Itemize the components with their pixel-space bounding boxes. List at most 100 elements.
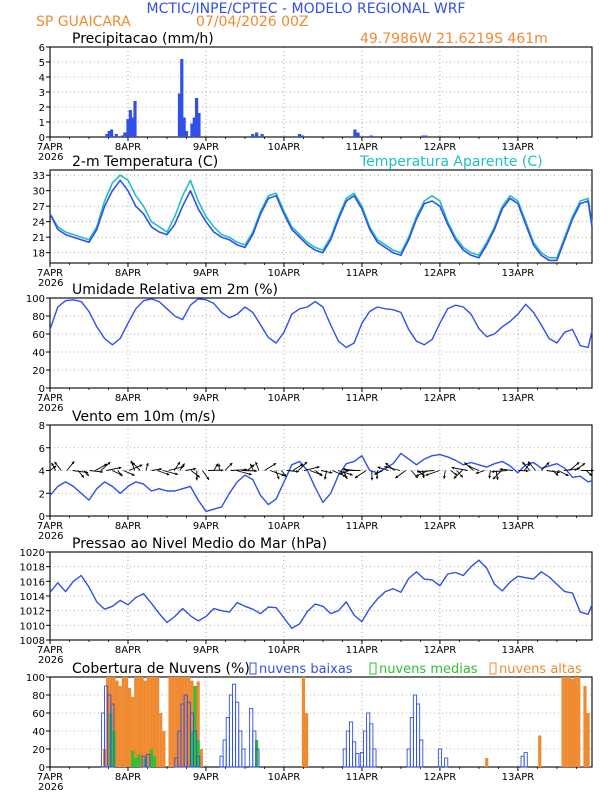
x-tick-label: 12APR [424,142,457,153]
cloud-bar-nuvens-medias [134,758,137,767]
press-line [50,560,592,628]
x-year-label: 2026 [38,531,63,542]
x-tick-label: 10APR [268,772,301,783]
cloud-bar-nuvens-medias [153,756,156,767]
precip-bar [301,136,304,138]
x-tick-label: 12APR [424,268,457,279]
y-tick-label: 1010 [20,621,45,632]
x-tick-label: 11APR [346,393,379,404]
panel-title: 2-m Temperatura (C) [72,154,218,170]
x-year-label: 2026 [38,278,63,289]
cloud-bar-nuvens-baixas [445,758,448,767]
y-tick-label: 8 [39,421,45,432]
y-tick-label: 80 [32,691,45,702]
precip-bar [298,134,301,137]
cloud-bar-nuvens-altas [156,677,159,767]
rh-line [50,299,592,348]
x-tick-label: 9APR [193,142,219,153]
y-tick-label: 3 [39,88,45,99]
y-tick-label: 6 [39,444,45,455]
y-tick-label: 5 [39,58,45,69]
x-year-label: 2026 [38,782,63,792]
y-tick-label: 100 [26,673,45,684]
cloud-bar-nuvens-altas [574,677,577,767]
cloud-bar-nuvens-altas [571,679,574,767]
cloud-bar-nuvens-altas [119,686,122,767]
precip-bar [115,134,118,137]
y-tick-label: 6 [39,43,45,54]
cloud-bar-nuvens-altas [162,731,165,767]
x-tick-label: 8APR [115,772,141,783]
precip-bar [261,134,264,137]
cloud-bar-nuvens-altas [538,736,541,768]
x-tick-label: 9APR [193,268,219,279]
cloud-bar-nuvens-altas [137,677,140,767]
cloud-bar-nuvens-altas [153,677,156,767]
x-tick-label: 9APR [193,521,219,532]
x-tick-label: 8APR [115,268,141,279]
x-tick-label: 11APR [346,772,379,783]
x-tick-label: 8APR [115,393,141,404]
precip-bar [110,130,113,138]
wind-arrow-head [317,466,320,469]
cloud-bar-nuvens-altas [115,681,118,767]
wind-arrow-head [221,469,224,472]
plot-frame [50,298,592,388]
x-tick-label: 10APR [268,645,301,656]
panel-title: Precipitacao (mm/h) [72,31,214,47]
cloud-bar-nuvens-altas [587,713,590,767]
cloud-bar-nuvens-altas [305,713,308,767]
run-time-label: 07/04/2026 00Z [196,14,309,30]
precip-bar [421,136,424,138]
x-tick-label: 13APR [502,393,535,404]
y-tick-label: 21 [32,233,45,244]
y-tick-label: 18 [32,249,45,260]
x-tick-label: 12APR [424,772,457,783]
cloud-bar-nuvens-altas [172,677,175,767]
cloud-bar-nuvens-altas [125,677,128,767]
y-tick-label: 2 [39,103,45,114]
wind-arrow-head [254,469,257,472]
legend-swatch [370,663,376,674]
y-tick-label: 100 [26,294,45,305]
panel-title: Pressao ao Nivel Medio do Mar (hPa) [72,536,327,552]
y-tick-label: 1018 [20,563,45,574]
legend-label: nuvens altas [499,662,582,677]
x-tick-label: 10APR [268,521,301,532]
y-tick-label: 1014 [20,592,45,603]
x-tick-label: 8APR [115,142,141,153]
cloud-bar-nuvens-altas [565,677,568,767]
cloud-bar-nuvens-altas [147,677,150,767]
x-tick-label: 9APR [193,393,219,404]
x-tick-label: 12APR [424,393,457,404]
cloud-bar-nuvens-altas [302,677,305,767]
precip-bar [197,113,200,137]
precip-bar [353,130,356,138]
location-label: SP GUAICARA [36,14,131,30]
precip-bar [185,131,188,137]
panel-title: Cobertura de Nuvens (%) [72,661,250,677]
y-tick-label: 27 [32,202,45,213]
cloud-bar-nuvens-altas [562,677,565,767]
precip-bar [251,134,254,137]
cloud-bar-nuvens-altas [140,677,143,767]
wind-arrow-head [195,478,198,481]
precip-bar [370,136,373,138]
precip-bar [356,133,359,138]
y-tick-label: 40 [32,727,45,738]
cloud-bar-nuvens-altas [128,688,131,767]
y-tick-label: 80 [32,312,45,323]
x-tick-label: 11APR [346,142,379,153]
x-tick-label: 10APR [268,268,301,279]
y-tick-label: 40 [32,348,45,359]
legend-swatch [490,663,496,674]
x-tick-label: 9APR [193,772,219,783]
legend-swatch [250,663,256,674]
x-tick-label: 13APR [502,772,535,783]
y-tick-label: 60 [32,709,45,720]
